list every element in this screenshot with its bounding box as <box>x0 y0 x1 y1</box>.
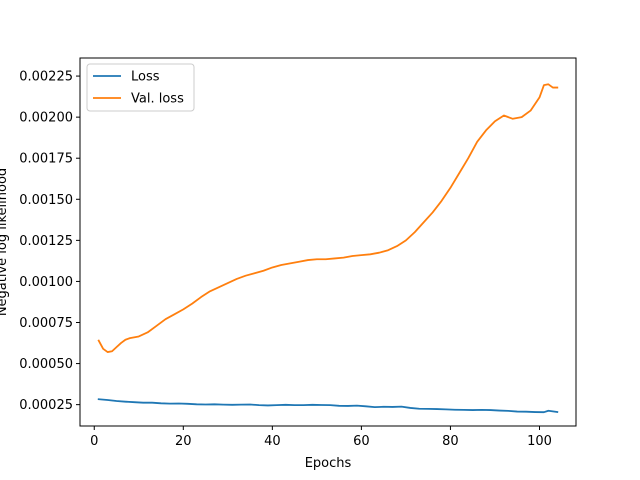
y-tick-label: 0.00100 <box>19 275 73 290</box>
x-tick-label: 80 <box>442 434 459 449</box>
legend-label: Val. loss <box>131 92 184 107</box>
x-tick-label: 100 <box>527 434 552 449</box>
x-axis: 0 20 40 60 80 100 <box>90 426 552 449</box>
y-tick-label: 0.00075 <box>19 316 73 331</box>
series-line-val-loss <box>97 83 559 353</box>
legend-label: Loss <box>131 70 160 85</box>
legend: Loss Val. loss <box>86 63 195 112</box>
x-tick-label: 60 <box>353 434 370 449</box>
series-line-loss <box>97 398 559 414</box>
y-tick-label: 0.00150 <box>19 193 73 208</box>
x-tick-label: 40 <box>264 434 281 449</box>
x-tick-label: 20 <box>175 434 192 449</box>
y-axis: 0.00025 0.00050 0.00075 0.00100 0.00125 0.001… <box>19 70 80 413</box>
y-tick-label: 0.00125 <box>19 234 73 249</box>
series-layer <box>97 83 559 414</box>
y-axis-label: Negative log likelihood <box>0 168 10 316</box>
y-tick-label: 0.00050 <box>19 357 73 372</box>
x-tick-label: 0 <box>90 434 98 449</box>
axes-frame <box>79 57 577 427</box>
x-axis-label: Epochs <box>305 456 352 471</box>
y-tick-label: 0.00225 <box>19 70 73 85</box>
y-tick-label: 0.00200 <box>19 111 73 126</box>
y-tick-label: 0.00175 <box>19 152 73 167</box>
y-tick-label: 0.00025 <box>19 398 73 413</box>
